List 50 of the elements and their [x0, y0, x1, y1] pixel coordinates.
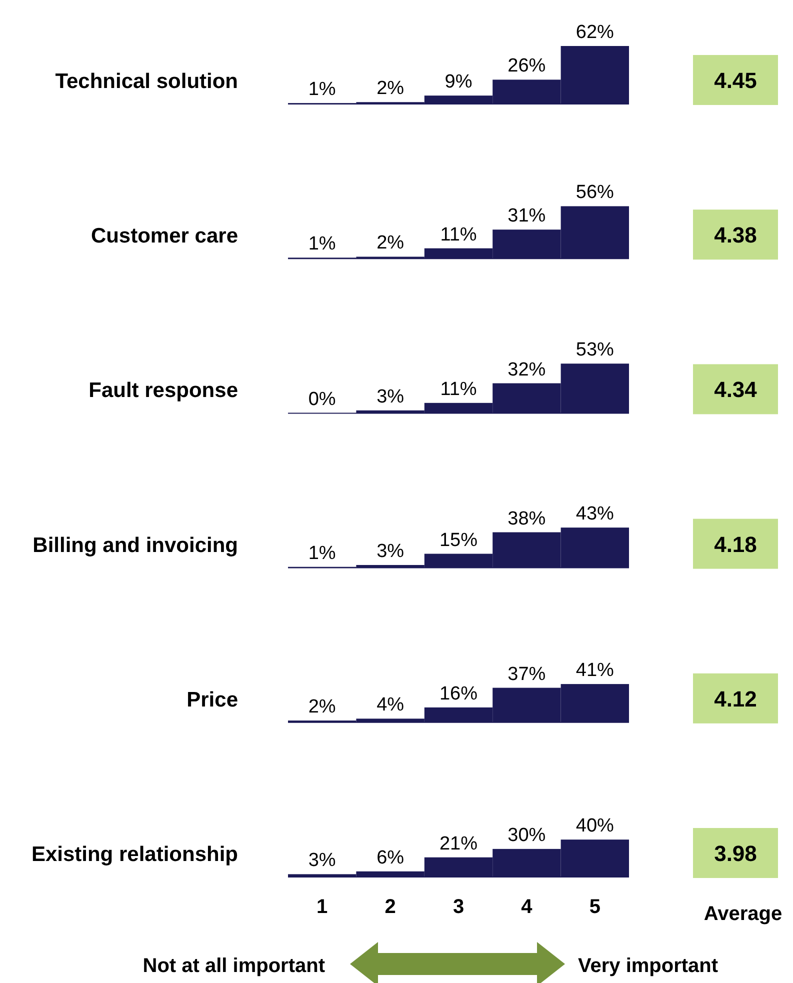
data-label: 26%: [508, 56, 546, 77]
data-label: 41%: [576, 660, 614, 682]
data-label: 21%: [439, 833, 478, 854]
text: 4.38: [714, 222, 757, 248]
data-label: 62%: [576, 22, 614, 43]
x-tick-label: 1: [316, 896, 328, 918]
data-label: 1%: [308, 79, 336, 100]
text: 4.18: [714, 532, 757, 557]
text: Technical solution: [55, 70, 238, 93]
data-label: 11%: [440, 378, 477, 400]
x-tick-label: 4: [521, 896, 534, 918]
data-label: 30%: [508, 824, 546, 846]
text: Average: [704, 903, 782, 925]
x-tick-label: 3: [452, 896, 464, 918]
data-label: 1%: [308, 234, 336, 255]
data-label: 56%: [576, 182, 614, 204]
data-label: 16%: [439, 683, 478, 704]
data-label: 1%: [308, 542, 336, 564]
text: Customer care: [90, 224, 238, 248]
data-label: 31%: [508, 206, 546, 227]
data-label: 6%: [376, 847, 404, 868]
data-label: 3%: [308, 850, 336, 872]
data-label: 3%: [376, 540, 404, 562]
text: 4.34: [714, 377, 758, 402]
text: 4.45: [714, 68, 757, 93]
data-label: 43%: [576, 504, 614, 525]
chart-title: Price: [186, 688, 238, 712]
data-label: 3%: [376, 386, 404, 408]
data-label: 4%: [376, 694, 404, 716]
data-label: 38%: [508, 508, 546, 530]
data-label: 53%: [576, 340, 614, 361]
text: Very important: [578, 955, 718, 977]
data-label: 15%: [439, 530, 478, 551]
text: Fault response: [88, 379, 238, 402]
data-label: 2%: [308, 696, 336, 718]
chart-title: Existing relationship: [31, 843, 238, 866]
text: 4.12: [714, 686, 757, 712]
data-label: 0%: [308, 389, 336, 410]
data-label: 37%: [508, 664, 546, 685]
chart-title: Billing and invoicing: [32, 534, 238, 557]
data-label: 40%: [576, 816, 614, 837]
text: Not at all important: [142, 955, 326, 977]
text: 3.98: [714, 841, 757, 866]
data-label: 9%: [444, 72, 472, 93]
x-tick-label: 5: [589, 896, 600, 918]
data-label: 2%: [376, 232, 404, 254]
data-label: 2%: [376, 78, 404, 100]
data-label: 11%: [440, 224, 477, 246]
data-label: 32%: [508, 359, 546, 380]
x-tick-label: 2: [384, 896, 396, 918]
